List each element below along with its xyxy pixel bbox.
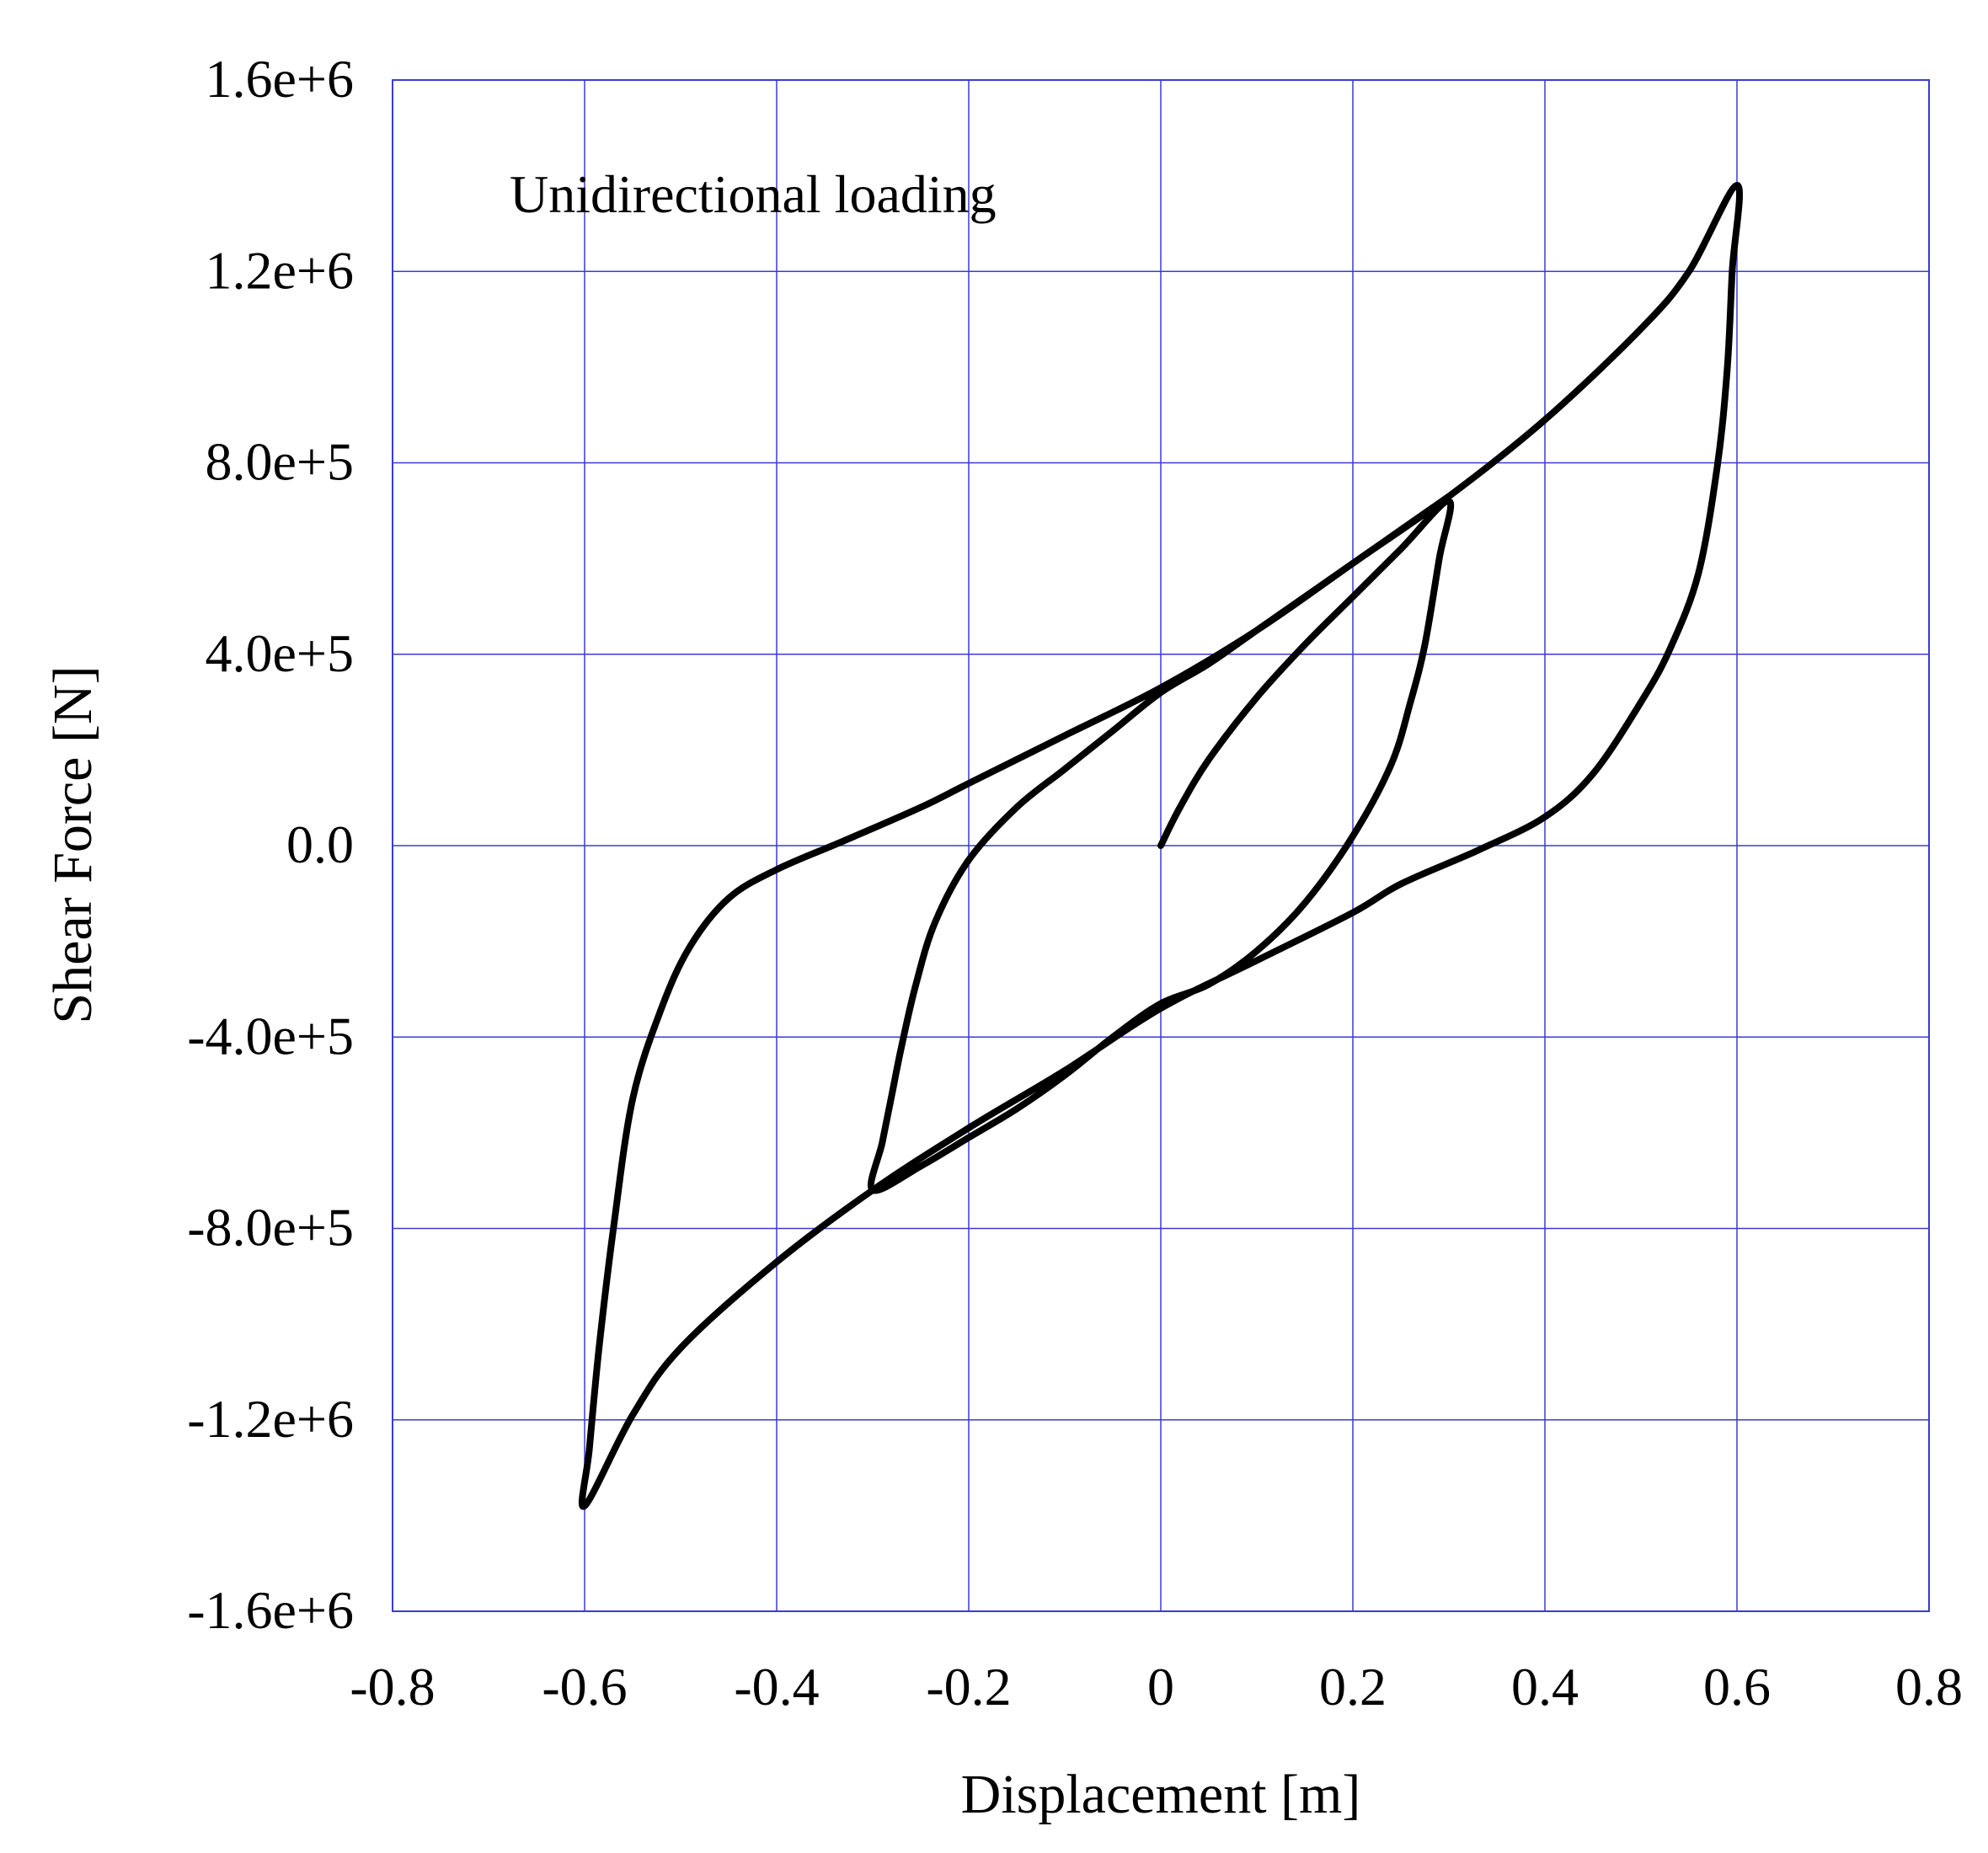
- x-tick-label: -0.2: [926, 1657, 1011, 1717]
- axis-ticks: -0.8 -0.6 -0.4 -0.2 0 0.2 0.4 0.6 0.8 1.6e+6 1.2e+…: [187, 49, 1963, 1717]
- y-tick-label: 0.0: [286, 814, 354, 874]
- y-tick-label: -1.6e+6: [187, 1580, 354, 1640]
- x-tick-label: -0.6: [542, 1657, 627, 1717]
- x-tick-label: 0.6: [1703, 1657, 1771, 1717]
- y-tick-label: 8.0e+5: [206, 432, 355, 492]
- plot-frame: [392, 79, 1930, 1612]
- y-tick-label: -1.2e+6: [187, 1389, 354, 1449]
- x-axis-label: Displacement [m]: [961, 1764, 1361, 1825]
- y-tick-label: 1.2e+6: [206, 240, 355, 300]
- x-tick-label: 0.4: [1511, 1657, 1579, 1717]
- hysteresis-curve: [578, 182, 1743, 1510]
- y-tick-label: 1.6e+6: [206, 49, 355, 109]
- x-tick-label: -0.4: [734, 1657, 819, 1717]
- y-tick-label: -4.0e+5: [187, 1006, 354, 1065]
- x-tick-label: 0.2: [1319, 1657, 1387, 1717]
- chart-annotation: Unidirectional loading: [510, 164, 997, 224]
- x-tick-label: 0.8: [1895, 1657, 1963, 1717]
- y-tick-label: 4.0e+5: [206, 623, 355, 683]
- x-tick-label: -0.8: [350, 1657, 435, 1717]
- y-tick-label: -8.0e+5: [187, 1198, 354, 1258]
- y-axis-label: Shear Force [N]: [42, 665, 104, 1023]
- x-tick-label: 0: [1147, 1657, 1174, 1717]
